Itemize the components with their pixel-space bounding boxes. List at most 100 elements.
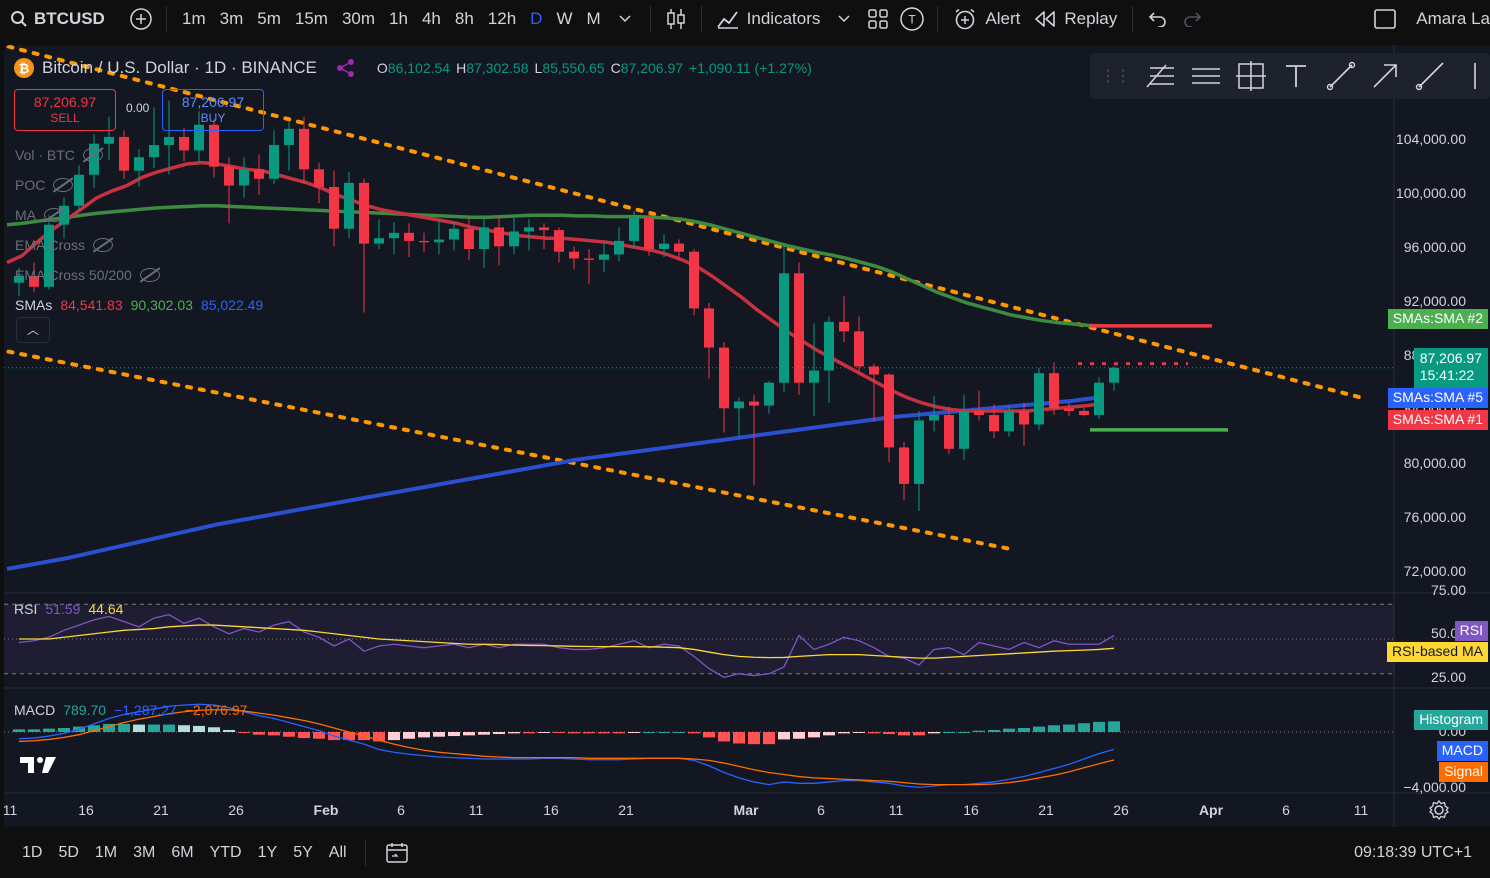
macd-histogram-bar [433,732,445,737]
timeframe-dropdown[interactable] [608,4,642,34]
macd-histogram-bar [883,732,895,735]
timeframe-15m[interactable]: 15m [294,9,328,28]
candle-down [884,374,894,448]
timeframe-M[interactable]: M [586,9,601,28]
chart-type-button[interactable] [659,4,693,34]
eye-hidden-icon[interactable] [82,148,103,162]
measure-tool[interactable] [1236,59,1267,93]
range-5y[interactable]: 5Y [293,843,313,861]
clock-timezone[interactable]: 09:18:39 UTC+1 [1354,843,1472,861]
candle-up [659,243,669,249]
timeframe-12h[interactable]: 12h [487,9,517,28]
drag-handle-icon[interactable]: ⋮⋮ [1100,68,1131,85]
eye-hidden-icon[interactable] [93,238,114,252]
undo-button[interactable] [1141,4,1175,34]
replay-button[interactable]: Replay [1027,4,1124,34]
timeframe-3m[interactable]: 3m [219,9,244,28]
candle-down [689,251,699,309]
smas-label: SMAs [15,297,53,313]
macd-histogram-bar [58,727,70,732]
indicator-ema-cross[interactable]: EMA Cross [15,230,263,260]
time-tick: 21 [1038,802,1054,818]
parallel-channel-tool[interactable] [1190,59,1222,93]
sell-label: SELL [50,111,80,125]
range-3m[interactable]: 3M [133,843,156,861]
fib-retracement-tool[interactable] [1144,59,1176,93]
sell-button[interactable]: 87,206.97 SELL [14,89,116,131]
user-name[interactable]: Amara La [1416,9,1490,28]
macd-histogram-bar [418,732,430,738]
macd-histogram-bar [913,732,925,736]
macd-histogram-bar [748,732,760,745]
eye-hidden-icon[interactable] [139,268,160,282]
timeframe-D[interactable]: D [530,9,543,28]
timeframe-1m[interactable]: 1m [182,9,206,28]
symbol-search[interactable]: BTCUSD [0,9,124,29]
arrow-tool[interactable] [1370,59,1401,93]
candle-up [44,224,54,287]
layouts-button[interactable] [861,4,895,34]
timeframe-30m[interactable]: 30m [341,9,376,28]
chart-settings-button[interactable] [1428,799,1450,826]
fullscreen-button[interactable] [1368,4,1402,34]
buy-button[interactable]: 87,206.97 BUY [162,89,264,131]
tradingview-logo[interactable] [18,753,58,777]
range-1m[interactable]: 1M [94,843,118,861]
range-5d[interactable]: 5D [58,843,79,861]
range-1y[interactable]: 1Y [257,843,278,861]
timeframe-1h[interactable]: 1h [389,9,408,28]
templates-button[interactable]: T [895,4,929,34]
indicator-ema-cross-50-200[interactable]: EMA Cross 50/200 [15,260,263,290]
vertical-line-tool[interactable] [1459,59,1490,93]
drawing-toolbar: ⋮⋮ [1090,53,1490,99]
eye-hidden-icon[interactable] [44,208,64,222]
time-tick: 16 [543,802,559,818]
current-price-tag: 87,206.97 15:41:22 [1413,348,1488,388]
redo-button[interactable] [1175,4,1209,34]
price-tick: 72,000.00 [1403,563,1466,579]
share-nodes-icon[interactable] [335,58,357,78]
range-6m[interactable]: 6M [171,843,194,861]
alert-button[interactable]: Alert [946,4,1027,34]
goto-date-button[interactable] [380,838,414,868]
calendar-goto-icon [385,842,408,863]
candle-up [389,232,399,239]
indicators-dropdown[interactable] [827,4,861,34]
indicator-vol[interactable]: Vol · BTC [15,140,263,170]
indicator-poc[interactable]: POC [15,170,263,200]
candle-up [59,205,69,225]
sma2-value: 90,302.03 [130,297,193,313]
trend-line-tool[interactable] [1325,59,1356,93]
timeframe-W[interactable]: W [556,9,573,28]
candle-up [74,174,84,206]
candle-up [344,182,354,229]
macd-line-value: −1,287.27 [114,702,177,718]
compare-symbol-button[interactable] [124,4,158,34]
range-all[interactable]: All [328,843,347,861]
indicators-button[interactable]: Indicators [710,4,828,34]
price-chart[interactable] [4,45,1490,827]
text-tool[interactable] [1281,59,1312,93]
candle-down [1019,411,1029,425]
range-1d[interactable]: 1D [22,843,43,861]
range-ytd[interactable]: YTD [209,843,242,861]
macd-histogram-bar [43,728,55,732]
timeframe-8h[interactable]: 8h [454,9,474,28]
arrow-icon [1373,64,1398,88]
bottom-toolbar: 1D 5D 1M 3M 6M YTD 1Y 5Y All 09:18:39 UTC+1 [0,827,1490,878]
indicator-smas[interactable]: SMAs 84,541.83 90,302.03 85,022.49 [15,290,263,320]
indicator-ma[interactable]: MA [15,200,263,230]
macd-histogram-bar [1078,723,1090,732]
candle-down [584,258,594,260]
candle-up [614,240,624,255]
sma-200-line [6,395,1103,571]
buy-label: BUY [200,111,226,125]
eye-hidden-icon[interactable] [53,178,74,192]
collapse-legend-button[interactable]: ︿ [16,317,50,343]
chart-area[interactable]: ₿ Bitcoin / U.S. Dollar · 1D · BINANCE O… [4,45,1490,827]
macd-histogram-bar [628,732,640,733]
candle-up [629,217,639,241]
timeframe-4h[interactable]: 4h [421,9,441,28]
ray-tool[interactable] [1415,59,1446,93]
timeframe-5m[interactable]: 5m [257,9,281,28]
